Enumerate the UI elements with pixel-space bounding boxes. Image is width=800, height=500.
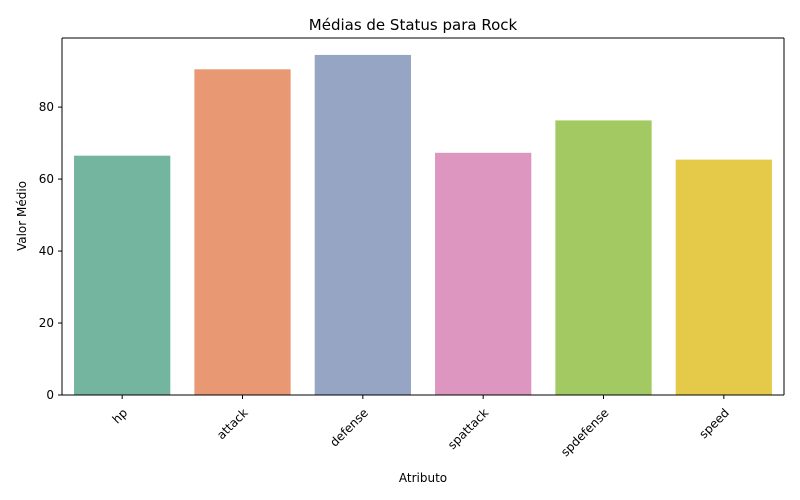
bar-spdefense xyxy=(555,120,652,396)
plot-area: hp attack defense spattack spdefense speed 0 20… xyxy=(39,37,785,460)
bar-hp xyxy=(74,155,171,395)
y-tick-label: 0 xyxy=(46,388,54,402)
bar-spattack xyxy=(435,152,532,395)
y-tick-label: 20 xyxy=(39,316,54,330)
x-tick-label: spdefense xyxy=(558,406,612,460)
x-tick-label: speed xyxy=(696,406,732,442)
x-axis-label: Atributo xyxy=(399,471,447,485)
bar-defense xyxy=(314,54,411,396)
x-tick-label: attack xyxy=(214,406,251,443)
x-tick-label: defense xyxy=(327,406,371,450)
chart-title: Médias de Status para Rock xyxy=(309,16,518,34)
x-tick-label: spattack xyxy=(445,406,491,452)
y-tick-label: 60 xyxy=(39,172,54,186)
y-tick-label: 40 xyxy=(39,244,54,258)
bar-speed xyxy=(675,159,772,395)
y-axis-label: Valor Médio xyxy=(15,181,29,251)
bar-attack xyxy=(194,69,291,395)
y-tick-label: 80 xyxy=(39,100,54,114)
x-tick-label: hp xyxy=(110,406,131,427)
